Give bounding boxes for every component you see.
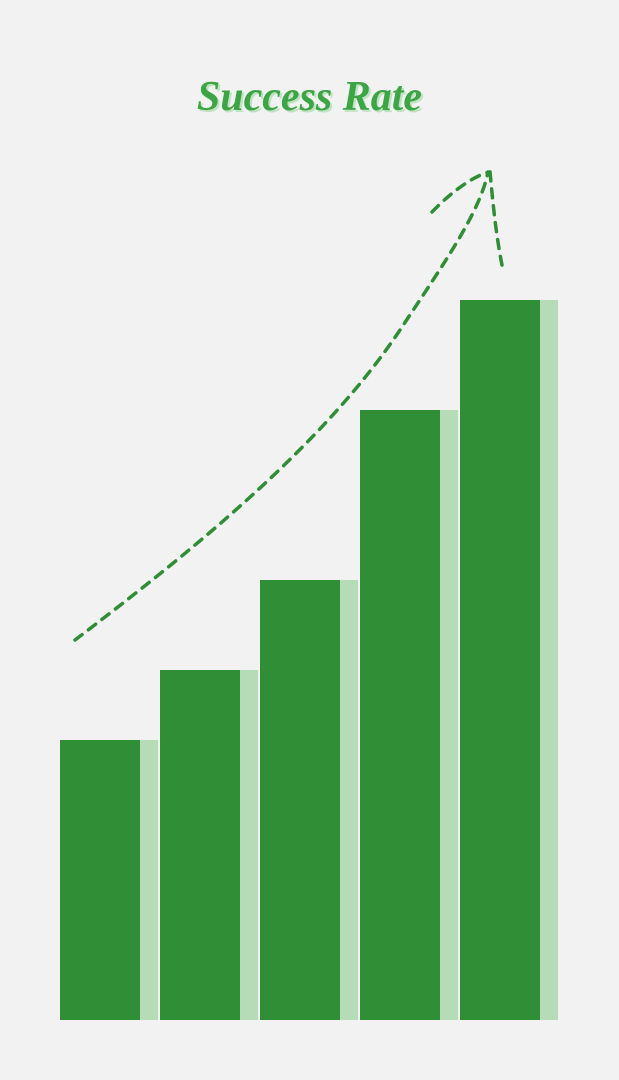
infographic-canvas: Success Rate [0,0,619,1080]
bar-shadow [340,580,358,1020]
bar [360,410,440,1020]
bar-slot [160,670,260,1020]
bar-slot [260,580,360,1020]
chart-title: Success Rate [0,73,619,121]
bar-shadow [540,300,558,1020]
bar-shadow [140,740,158,1020]
bar-chart [60,260,560,1020]
bar-shadow [240,670,258,1020]
bar-slot [460,300,560,1020]
bar [60,740,140,1020]
bar-shadow [440,410,458,1020]
bar [460,300,540,1020]
bar [160,670,240,1020]
bar-slot [60,740,160,1020]
bar [260,580,340,1020]
bar-slot [360,410,460,1020]
